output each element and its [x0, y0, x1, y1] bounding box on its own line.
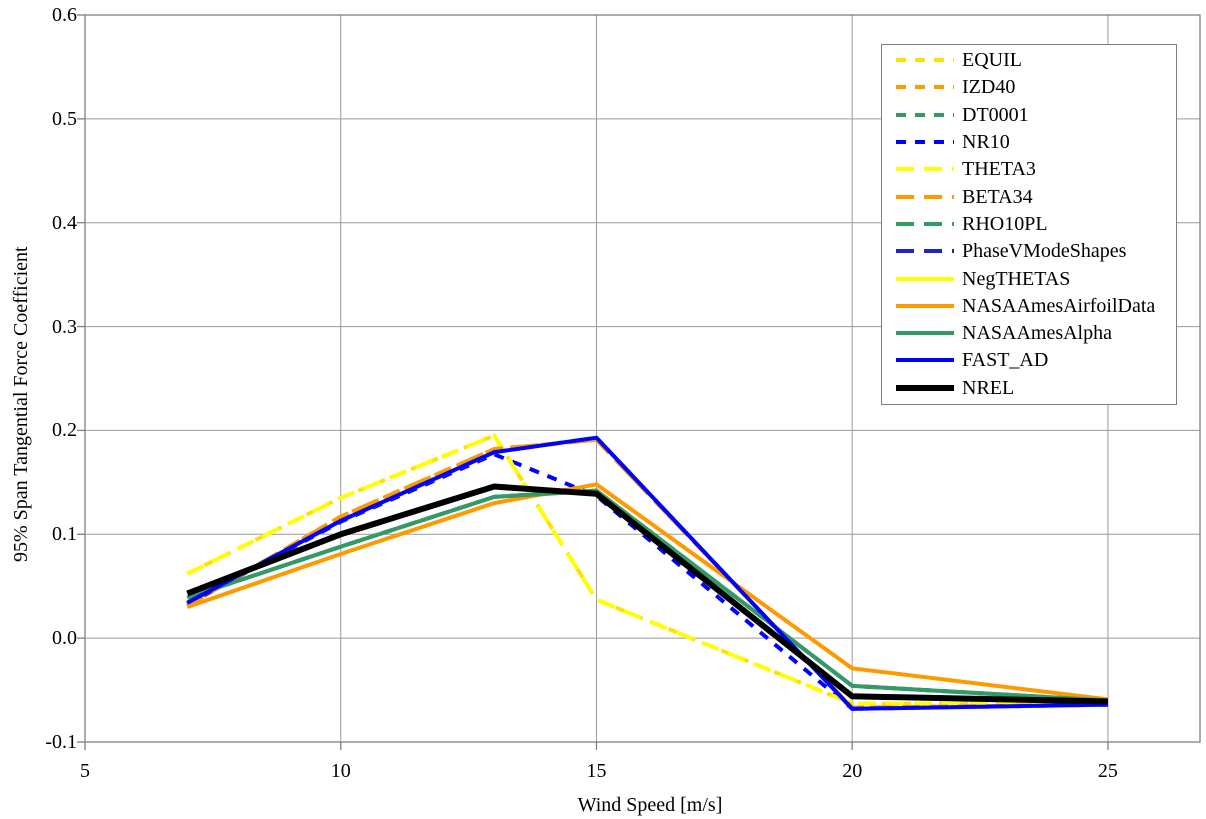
legend-item-NASAAmesAlpha: NASAAmesAlpha: [894, 320, 1176, 347]
y-tick-label: 0.3: [52, 315, 77, 338]
legend-label: THETA3: [962, 158, 1036, 181]
legend-item-NREL: NREL: [894, 375, 1176, 402]
legend-line-swatch-icon: [896, 331, 954, 336]
legend-line-swatch-icon: [896, 85, 954, 90]
legend-item-EQUIL: EQUIL: [894, 47, 1176, 74]
y-tick-label: 0.2: [52, 419, 77, 442]
series-line-NASAAmesAlpha: [186, 488, 1109, 703]
y-tick-label: 0.1: [52, 523, 77, 546]
legend-label: NREL: [962, 376, 1015, 399]
x-tick-label: 25: [1097, 760, 1118, 782]
legend-item-NASAAmesAirfoilData: NASAAmesAirfoilData: [894, 293, 1176, 320]
x-tick-label: 15: [586, 760, 607, 782]
plot-area-border: [84, 14, 1201, 743]
x-tick-label: 20: [842, 760, 863, 782]
legend-line-swatch-icon: [896, 167, 954, 172]
legend-item-FAST_AD: FAST_AD: [894, 347, 1176, 374]
legend-item-THETA3: THETA3: [894, 156, 1176, 183]
legend-line-swatch-icon: [896, 276, 954, 281]
y-tick-label: -0.1: [45, 731, 77, 753]
series-line-NegTHETAS: [186, 435, 1108, 711]
legend-item-BETA34: BETA34: [894, 184, 1176, 211]
legend-line-swatch-icon: [896, 140, 954, 145]
y-tick-label: 0.5: [52, 107, 77, 130]
series-line-EQUIL: [186, 433, 1108, 706]
legend-label: RHO10PL: [962, 212, 1048, 235]
legend-item-NR10: NR10: [894, 129, 1176, 156]
series-line-NASAAmesAirfoilData: [186, 482, 1109, 702]
y-tick-label: 0.0: [52, 627, 77, 650]
y-tick-label: 0.4: [52, 211, 77, 234]
y-tick-label: 0.6: [52, 4, 77, 26]
y-axis-title: 95% Span Tangential Force Coefficient: [10, 246, 32, 562]
legend-label: EQUIL: [962, 49, 1022, 72]
legend-line-swatch-icon: [896, 384, 954, 391]
legend-label: NR10: [962, 131, 1010, 154]
legend-line-swatch-icon: [896, 221, 954, 226]
legend-label: DT0001: [962, 103, 1029, 126]
legend-label: NASAAmesAlpha: [962, 322, 1112, 345]
legend-line-swatch-icon: [896, 194, 954, 199]
series-line-IZD40: [186, 437, 1108, 710]
legend-line-swatch-icon: [896, 58, 954, 63]
legend-label: IZD40: [962, 76, 1016, 99]
legend-line-swatch-icon: [896, 303, 954, 308]
legend-item-PhaseVModeShapes: PhaseVModeShapes: [894, 238, 1176, 265]
legend-line-swatch-icon: [896, 249, 954, 254]
series-line-FAST_AD: [186, 435, 1108, 711]
legend-item-DT0001: DT0001: [894, 102, 1176, 129]
series-line-PhaseVModeShapes: [186, 435, 1108, 711]
legend-line-swatch-icon: [896, 358, 954, 363]
legend-item-NegTHETAS: NegTHETAS: [894, 266, 1176, 293]
x-axis-title: Wind Speed [m/s]: [577, 794, 723, 816]
legend-item-IZD40: IZD40: [894, 74, 1176, 101]
legend: EQUIL IZD40 DT0001 NR10 THETA3 BETA34 RHO10PL P…: [881, 44, 1177, 405]
x-tick-label: 10: [330, 760, 351, 782]
legend-label: PhaseVModeShapes: [962, 240, 1127, 263]
series-line-BETA34: [186, 437, 1108, 710]
legend-line-swatch-icon: [896, 112, 954, 117]
series-line-NREL: [186, 483, 1108, 705]
legend-label: FAST_AD: [962, 349, 1049, 372]
legend-label: NegTHETAS: [962, 267, 1071, 290]
x-tick-label: 5: [80, 760, 90, 782]
legend-label: BETA34: [962, 185, 1033, 208]
series-line-THETA3: [186, 433, 1108, 706]
legend-item-RHO10PL: RHO10PL: [894, 211, 1176, 238]
legend-label: NASAAmesAirfoilData: [962, 294, 1156, 317]
